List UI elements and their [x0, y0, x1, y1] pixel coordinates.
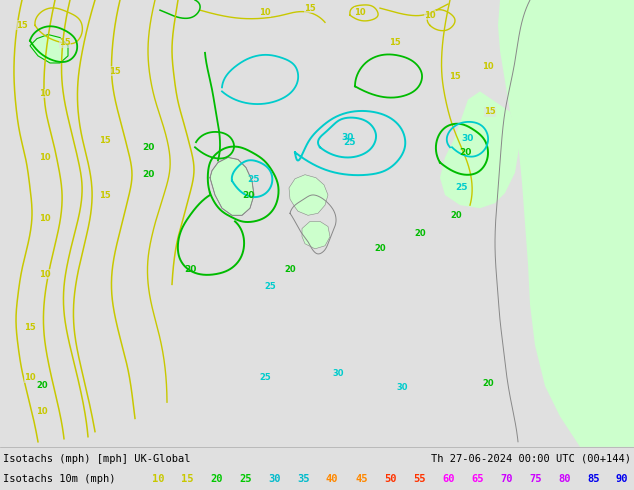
Text: 70: 70	[500, 474, 512, 484]
Text: 80: 80	[558, 474, 571, 484]
Polygon shape	[210, 157, 254, 215]
Text: 15: 15	[99, 136, 111, 145]
Text: 30: 30	[332, 369, 344, 378]
Text: 55: 55	[413, 474, 425, 484]
Text: Isotachs (mph) [mph] UK-Global: Isotachs (mph) [mph] UK-Global	[3, 454, 190, 464]
Text: 10: 10	[24, 373, 36, 382]
Polygon shape	[302, 221, 330, 249]
Text: 20: 20	[482, 379, 494, 389]
Text: 20: 20	[450, 211, 462, 220]
Text: 25: 25	[247, 175, 259, 184]
Text: 20: 20	[414, 229, 426, 238]
Text: 90: 90	[616, 474, 628, 484]
Text: 15: 15	[484, 107, 496, 116]
Text: 20: 20	[284, 265, 296, 273]
Text: 15: 15	[59, 38, 71, 47]
Text: 25: 25	[264, 282, 276, 291]
Text: 50: 50	[384, 474, 396, 484]
Text: 10: 10	[424, 11, 436, 20]
Text: 20: 20	[374, 245, 386, 253]
Text: 85: 85	[587, 474, 600, 484]
Text: 20: 20	[242, 191, 254, 199]
Text: 10: 10	[354, 8, 366, 17]
Text: 15: 15	[99, 191, 111, 199]
Text: 15: 15	[304, 3, 316, 13]
Text: 20: 20	[210, 474, 223, 484]
Text: 10: 10	[39, 214, 51, 223]
Text: 20: 20	[142, 170, 154, 179]
Text: 15: 15	[389, 38, 401, 47]
Text: 10: 10	[36, 407, 48, 416]
Text: 10: 10	[39, 270, 51, 279]
Text: 20: 20	[142, 143, 154, 152]
Text: 30: 30	[396, 384, 408, 392]
Polygon shape	[30, 34, 68, 63]
Text: 15: 15	[449, 72, 461, 81]
Text: 35: 35	[297, 474, 309, 484]
Text: 30: 30	[462, 134, 474, 143]
Text: 20: 20	[459, 148, 471, 157]
Text: 20: 20	[36, 381, 48, 391]
Text: 45: 45	[355, 474, 368, 484]
Text: 15: 15	[109, 67, 121, 75]
Text: 15: 15	[181, 474, 193, 484]
Text: 60: 60	[442, 474, 455, 484]
Text: 30: 30	[268, 474, 280, 484]
Text: 40: 40	[326, 474, 339, 484]
Text: 10: 10	[152, 474, 164, 484]
Text: 25: 25	[259, 373, 271, 382]
Text: Isotachs 10m (mph): Isotachs 10m (mph)	[3, 474, 115, 484]
Text: 10: 10	[259, 8, 271, 17]
Text: 75: 75	[529, 474, 541, 484]
Polygon shape	[556, 132, 598, 172]
Text: 30: 30	[342, 133, 354, 142]
Text: 25: 25	[456, 183, 469, 193]
Text: 65: 65	[471, 474, 484, 484]
Text: Th 27-06-2024 00:00 UTC (00+144): Th 27-06-2024 00:00 UTC (00+144)	[431, 454, 631, 464]
Polygon shape	[289, 175, 328, 215]
Text: 10: 10	[39, 89, 51, 98]
Text: 25: 25	[239, 474, 252, 484]
Text: 25: 25	[344, 138, 356, 147]
Text: 15: 15	[16, 21, 28, 30]
Polygon shape	[498, 0, 634, 447]
Text: 15: 15	[24, 322, 36, 332]
Polygon shape	[440, 92, 520, 208]
Text: 10: 10	[482, 62, 494, 71]
Text: 10: 10	[39, 153, 51, 162]
Text: 20: 20	[184, 265, 196, 273]
